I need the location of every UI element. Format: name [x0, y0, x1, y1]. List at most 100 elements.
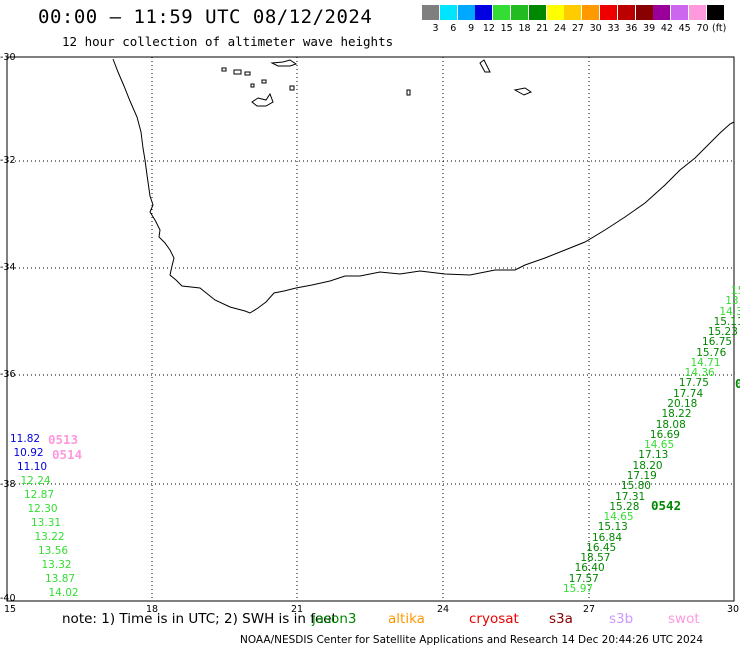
colorbar-swatch	[422, 5, 439, 20]
satellite-legend-altika: altika	[388, 611, 425, 627]
pass-time-label: 0542	[651, 498, 682, 513]
wave-height-label: 12.24	[20, 475, 51, 487]
latitude-label: -32	[0, 155, 16, 166]
latitude-label: -30	[0, 52, 16, 63]
island	[289, 85, 295, 91]
wave-height-label: 18.08	[655, 418, 686, 431]
colorbar-label: 12	[482, 23, 495, 34]
legend-note: note: 1) Time is in UTC; 2) SWH is in fe…	[62, 611, 337, 627]
colorbar-swatch	[475, 5, 493, 20]
colorbar-label: 9	[468, 23, 475, 34]
wave-height-label: 14.65	[603, 511, 634, 524]
wave-height-label: 13.22	[34, 531, 65, 543]
wave-height-label: 17.57	[568, 572, 599, 585]
colorbar-label: 45	[678, 23, 691, 34]
colorbar-swatch	[635, 5, 653, 20]
colorbar-swatch	[671, 5, 689, 20]
wave-height-label: 15.80	[620, 480, 651, 493]
colorbar-swatch	[706, 5, 724, 20]
colorbar-label: 21	[536, 23, 549, 34]
coastline	[112, 58, 735, 314]
latitude-label: -40	[0, 593, 16, 604]
wave-height-label: 15.11	[713, 315, 740, 328]
wave-height-label: 17.75	[678, 377, 709, 390]
colorbar-label: 70	[696, 23, 709, 34]
longitude-label: 30	[727, 604, 740, 615]
wave-height-label: 17.74	[673, 387, 704, 400]
latitude-label: -34	[0, 262, 16, 273]
wave-height-label: 16.69	[649, 428, 680, 441]
wave-height-label: 20.18	[667, 398, 698, 411]
latitude-label: -36	[0, 369, 16, 380]
map-frame	[6, 56, 735, 602]
island	[270, 59, 298, 67]
latitude-label: -38	[0, 479, 16, 490]
longitude-label: 18	[146, 604, 159, 615]
colorbar-swatch	[689, 5, 706, 20]
island	[513, 87, 533, 96]
longitude-label: 15	[4, 604, 17, 615]
island	[250, 83, 255, 88]
wave-height-label: 11.10	[17, 461, 48, 473]
map-title: 00:00 – 11:59 UTC 08/12/2024	[38, 6, 373, 28]
wave-height-label: 16.84	[591, 531, 623, 544]
wave-height-label: 13.	[725, 295, 740, 308]
wave-height-label: 16.40	[574, 562, 605, 575]
colorbar-label: 27	[571, 23, 584, 34]
satellite-legend-s3a: s3a	[549, 611, 573, 627]
colorbar-label: 3	[432, 23, 439, 34]
pass-time-label: 0513	[48, 432, 79, 447]
colorbar-label: 39	[643, 23, 656, 34]
colorbar-label: 30	[589, 23, 602, 34]
colorbar-label: 15	[500, 23, 513, 34]
satellite-legend-cryosat: cryosat	[469, 611, 519, 627]
wave-height-label: 14.65	[644, 439, 675, 452]
wave-height-label: 16.75	[702, 336, 733, 349]
wave-height-label: 18.20	[632, 459, 663, 472]
colorbar-label: 42	[660, 23, 673, 34]
wave-height-label: 10.92	[13, 447, 44, 459]
colorbar-swatch	[457, 5, 475, 20]
colorbar-swatch	[617, 5, 635, 20]
colorbar-swatch	[493, 5, 511, 20]
wave-height-label: 16.45	[586, 541, 617, 554]
colorbar-unit: (ft)	[712, 23, 727, 34]
graticule	[7, 57, 734, 601]
colorbar-swatch	[528, 5, 546, 20]
satellite-legend-swot: swot	[668, 611, 700, 627]
wave-height-label: 12.30	[27, 503, 58, 515]
wave-height-label: 15.23	[707, 326, 738, 339]
island	[244, 71, 251, 76]
satellite-legend-s3b: s3b	[609, 611, 634, 627]
island	[251, 92, 274, 107]
pass-time-label: 0514	[52, 447, 83, 462]
wave-height-label: 14.36	[684, 367, 715, 380]
islands	[221, 59, 533, 107]
longitude-label: 21	[291, 604, 304, 615]
island	[233, 69, 242, 75]
colorbar-swatch	[511, 5, 528, 20]
wave-height-label: 14.71	[690, 356, 721, 369]
colorbar-swatch	[582, 5, 600, 20]
wave-height-label: 13.32	[41, 559, 72, 571]
colorbar-label: 6	[450, 23, 457, 34]
wave-height-label: 15.97	[563, 583, 594, 595]
wave-height-label: 15	[731, 285, 740, 297]
wave-height-label: 15.13	[597, 521, 628, 534]
wave-height-label: 18.57	[580, 552, 611, 565]
wave-height-label: 17.19	[626, 469, 657, 482]
colorbar-label: 18	[518, 23, 531, 34]
map-subtitle: 12 hour collection of altimeter wave hei…	[62, 34, 394, 49]
longitude-label: 27	[583, 604, 596, 615]
pass-time-label: 0	[735, 376, 740, 391]
colorbar-swatch	[653, 5, 671, 20]
wave-height-label: 11.82	[10, 433, 41, 445]
colorbar-swatch	[564, 5, 582, 20]
wave-height-label: 14.3	[719, 305, 740, 318]
wave-height-label: 17.31	[615, 490, 646, 503]
footer-credit: NOAA/NESDIS Center for Satellite Applica…	[240, 634, 704, 646]
colorbar-swatch	[439, 5, 457, 20]
longitude-label: 24	[437, 604, 450, 615]
wave-height-label: 17.13	[638, 449, 669, 462]
